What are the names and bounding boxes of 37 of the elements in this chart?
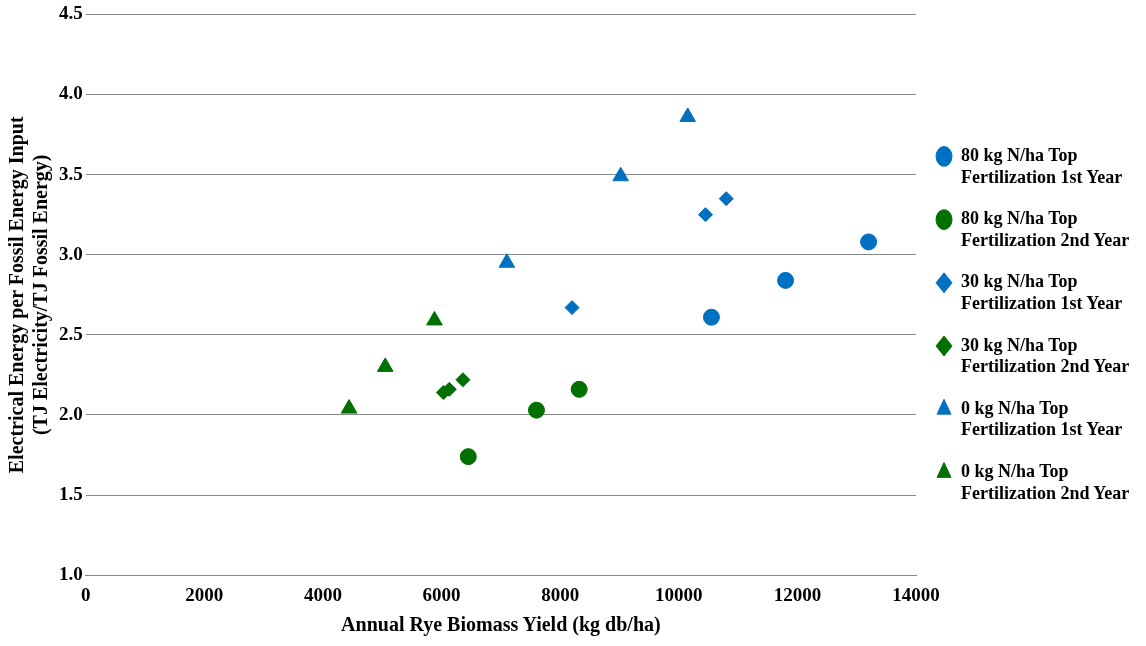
x-tick-label: 6000	[422, 583, 461, 605]
y-tick-label: 4.5	[59, 2, 83, 24]
y-tick-label: 3.5	[59, 162, 83, 184]
legend-label: 0 kg N/ha Top Fertilization 1st Year	[961, 397, 1123, 440]
point	[679, 107, 696, 122]
x-tick-label: 8000	[541, 583, 580, 605]
y-tick-label: 4.0	[59, 82, 83, 104]
point	[564, 300, 580, 316]
x-axis-title: Annual Rye Biomass Yield (kg db/ha)	[341, 613, 661, 637]
x-tick-label: 2000	[185, 583, 224, 605]
point	[455, 372, 471, 388]
y-tick-label: 3.0	[59, 242, 83, 264]
y-tick-label: 2.5	[59, 322, 83, 344]
point	[570, 380, 588, 398]
y-tick-label: 2.0	[59, 402, 83, 424]
legend-label: 0 kg N/ha Top Fertilization 2nd Year	[961, 461, 1130, 503]
point	[527, 401, 545, 419]
point	[459, 448, 477, 466]
legend-label: 80 kg N/ha Top Fertilization 1st Year	[961, 145, 1123, 187]
x-tick-label: 4000	[303, 583, 342, 605]
point	[498, 253, 516, 268]
point	[702, 308, 720, 326]
legend-label: 80 kg N/ha Top Fertilization 2nd Year	[961, 208, 1130, 250]
point	[698, 207, 713, 223]
point	[860, 233, 878, 251]
y-tick-label: 1.5	[59, 482, 83, 504]
y-tick-label: 1.0	[59, 563, 83, 585]
x-tick-label: 0	[81, 583, 91, 605]
x-tick-label: 14000	[892, 583, 940, 605]
x-tick-label: 12000	[773, 583, 822, 605]
point	[777, 271, 795, 289]
y-axis-title: Electrical Energy per Fossil Energy Input (TJ Electricity/TJ Fossil Energy)	[5, 116, 53, 474]
legend-label: 30 kg N/ha Top Fertilization 1st Year	[961, 271, 1123, 314]
point	[612, 166, 629, 182]
x-tick-label: 10000	[655, 583, 703, 605]
point	[718, 191, 734, 207]
legend-label: 30 kg N/ha Top Fertilization 2nd Year	[961, 334, 1130, 377]
